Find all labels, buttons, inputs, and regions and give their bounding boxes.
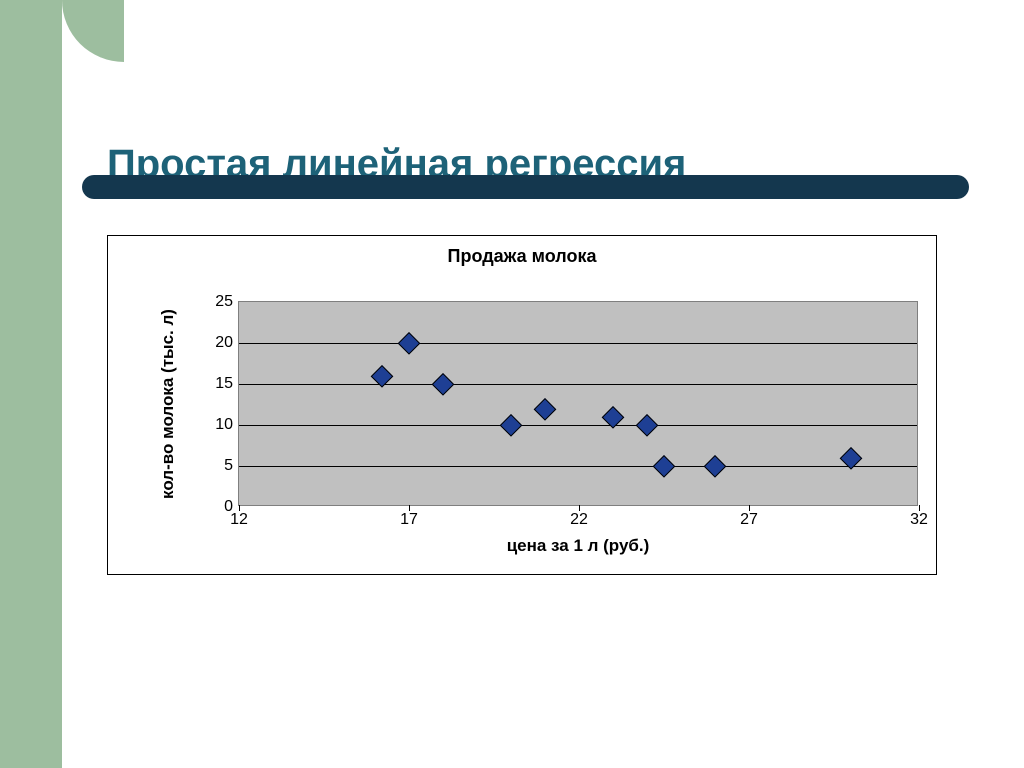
y-tick-label: 20 bbox=[215, 334, 233, 352]
data-point bbox=[704, 455, 726, 477]
y-axis-label: кол-во молока (тыс. л) bbox=[158, 309, 178, 499]
slide-content: Простая линейная регрессия Продажа молок… bbox=[62, 0, 1024, 768]
x-tick-label: 17 bbox=[400, 511, 418, 529]
x-tick-label: 32 bbox=[910, 511, 928, 529]
data-point bbox=[653, 455, 675, 477]
chart-title: Продажа молока bbox=[108, 246, 936, 267]
sidebar-accent bbox=[0, 0, 62, 768]
corner-curve bbox=[62, 0, 124, 62]
y-tick-label: 5 bbox=[224, 457, 233, 475]
x-axis-label: цена за 1 л (руб.) bbox=[238, 536, 918, 556]
gridline bbox=[239, 343, 917, 344]
y-tick-label: 15 bbox=[215, 375, 233, 393]
gridline bbox=[239, 384, 917, 385]
data-point bbox=[432, 373, 454, 395]
x-tick-label: 27 bbox=[740, 511, 758, 529]
title-accent-bar bbox=[82, 175, 969, 199]
plot-area: 05101520251217222732 bbox=[238, 301, 918, 506]
data-point bbox=[398, 332, 420, 354]
chart-frame: Продажа молока 05101520251217222732 цена… bbox=[107, 235, 937, 575]
data-point bbox=[534, 398, 556, 420]
y-tick-label: 25 bbox=[215, 293, 233, 311]
data-point bbox=[500, 414, 522, 436]
x-tick-label: 22 bbox=[570, 511, 588, 529]
y-tick-label: 10 bbox=[215, 416, 233, 434]
gridline bbox=[239, 466, 917, 467]
data-point bbox=[636, 414, 658, 436]
x-tick-label: 12 bbox=[230, 511, 248, 529]
gridline bbox=[239, 425, 917, 426]
